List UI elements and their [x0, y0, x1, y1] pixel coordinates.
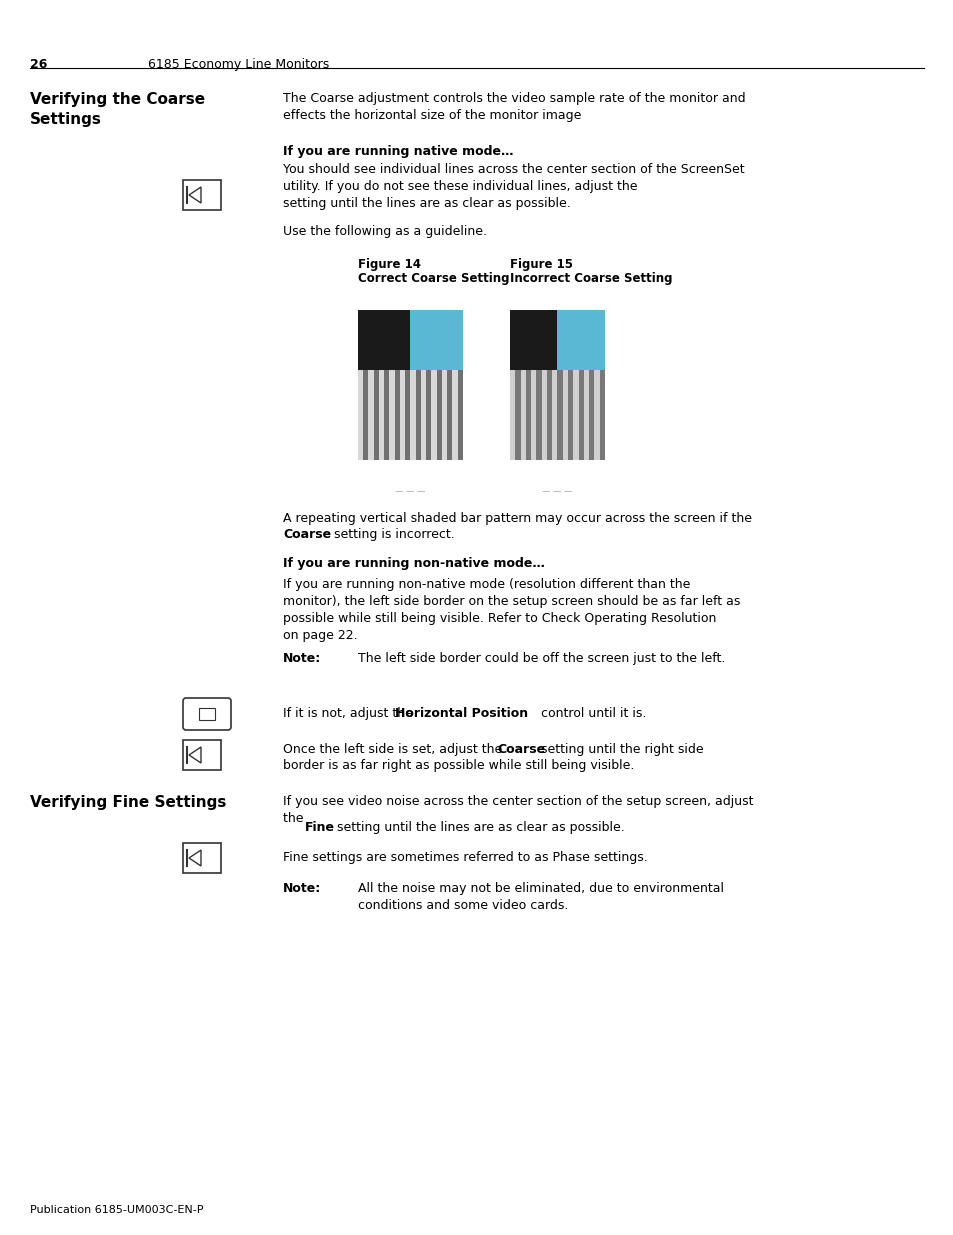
Bar	[578, 370, 583, 459]
Text: Verifying the Coarse: Verifying the Coarse	[30, 91, 205, 107]
Bar	[525, 370, 531, 459]
Bar	[368, 370, 374, 459]
Text: Figure 14: Figure 14	[357, 258, 420, 270]
Bar	[183, 180, 221, 210]
Text: Verifying Fine Settings: Verifying Fine Settings	[30, 795, 226, 810]
Bar	[426, 370, 431, 459]
Bar	[510, 370, 515, 459]
Bar	[431, 370, 436, 459]
Bar	[405, 370, 410, 459]
Bar	[536, 370, 541, 459]
Text: Publication 6185-UM003C-EN-P: Publication 6185-UM003C-EN-P	[30, 1205, 203, 1215]
Bar	[395, 370, 399, 459]
Bar	[416, 370, 420, 459]
Bar	[557, 370, 562, 459]
Text: Fine: Fine	[305, 821, 335, 834]
Text: Incorrect Coarse Setting: Incorrect Coarse Setting	[510, 272, 672, 285]
Bar	[399, 370, 405, 459]
Text: If you are running non-native mode…: If you are running non-native mode…	[283, 557, 544, 571]
Text: control until it is.: control until it is.	[537, 706, 646, 720]
Bar	[357, 370, 363, 459]
Text: A repeating vertical shaded bar pattern may occur across the screen if the: A repeating vertical shaded bar pattern …	[283, 513, 751, 525]
Text: — — —: — — —	[541, 487, 572, 496]
Bar	[357, 310, 410, 370]
Bar	[410, 370, 416, 459]
Text: All the noise may not be eliminated, due to environmental
conditions and some vi: All the noise may not be eliminated, due…	[357, 882, 723, 911]
Bar	[531, 370, 536, 459]
Text: If you see video noise across the center section of the setup screen, adjust
the: If you see video noise across the center…	[283, 795, 753, 825]
Bar	[541, 370, 546, 459]
Text: setting until the right side: setting until the right side	[537, 743, 703, 756]
Text: Settings: Settings	[30, 112, 102, 127]
Bar	[374, 370, 378, 459]
Bar	[183, 740, 221, 769]
Text: setting until the lines are as clear as possible.: setting until the lines are as clear as …	[283, 198, 570, 210]
Bar	[567, 370, 573, 459]
Text: Coarse: Coarse	[497, 743, 544, 756]
Text: setting is incorrect.: setting is incorrect.	[330, 529, 455, 541]
Text: Note:: Note:	[283, 652, 321, 664]
Text: Fine settings are sometimes referred to as Phase settings.: Fine settings are sometimes referred to …	[283, 851, 647, 864]
Text: If you are running non-native mode (resolution different than the
monitor), the : If you are running non-native mode (reso…	[283, 578, 740, 642]
Bar	[520, 370, 525, 459]
Bar	[594, 370, 599, 459]
Text: setting until the lines are as clear as possible.: setting until the lines are as clear as …	[333, 821, 624, 834]
Bar	[363, 370, 368, 459]
Bar	[515, 370, 520, 459]
Bar	[452, 370, 457, 459]
Text: — — —: — — —	[395, 487, 425, 496]
Bar	[378, 370, 384, 459]
Text: Note:: Note:	[283, 882, 321, 895]
Bar	[457, 370, 462, 459]
Text: Coarse: Coarse	[283, 529, 331, 541]
Bar	[562, 370, 567, 459]
Bar	[589, 370, 594, 459]
Text: Figure 15: Figure 15	[510, 258, 573, 270]
Bar	[510, 310, 557, 370]
Bar	[183, 844, 221, 873]
Bar	[436, 370, 441, 459]
Bar	[384, 370, 389, 459]
Bar	[573, 370, 578, 459]
Bar	[420, 370, 426, 459]
Bar	[546, 370, 552, 459]
Bar	[447, 370, 452, 459]
FancyBboxPatch shape	[183, 698, 231, 730]
Bar	[389, 370, 395, 459]
Text: You should see individual lines across the center section of the ScreenSet
utili: You should see individual lines across t…	[283, 163, 744, 193]
Text: Correct Coarse Setting: Correct Coarse Setting	[357, 272, 509, 285]
Text: Horizontal Position: Horizontal Position	[395, 706, 528, 720]
Text: 26: 26	[30, 58, 48, 70]
Text: Once the left side is set, adjust the: Once the left side is set, adjust the	[283, 743, 506, 756]
Bar	[557, 310, 604, 370]
Text: border is as far right as possible while still being visible.: border is as far right as possible while…	[283, 760, 634, 772]
Text: The left side border could be off the screen just to the left.: The left side border could be off the sc…	[357, 652, 724, 664]
Text: If it is not, adjust the: If it is not, adjust the	[283, 706, 416, 720]
Text: 6185 Economy Line Monitors: 6185 Economy Line Monitors	[148, 58, 329, 70]
Bar	[410, 310, 462, 370]
Bar	[552, 370, 557, 459]
Text: Use the following as a guideline.: Use the following as a guideline.	[283, 225, 486, 238]
Bar	[599, 370, 604, 459]
Text: If you are running native mode…: If you are running native mode…	[283, 144, 513, 158]
Text: The Coarse adjustment controls the video sample rate of the monitor and
effects : The Coarse adjustment controls the video…	[283, 91, 745, 122]
Bar	[441, 370, 447, 459]
Bar	[199, 708, 214, 720]
Bar	[583, 370, 589, 459]
